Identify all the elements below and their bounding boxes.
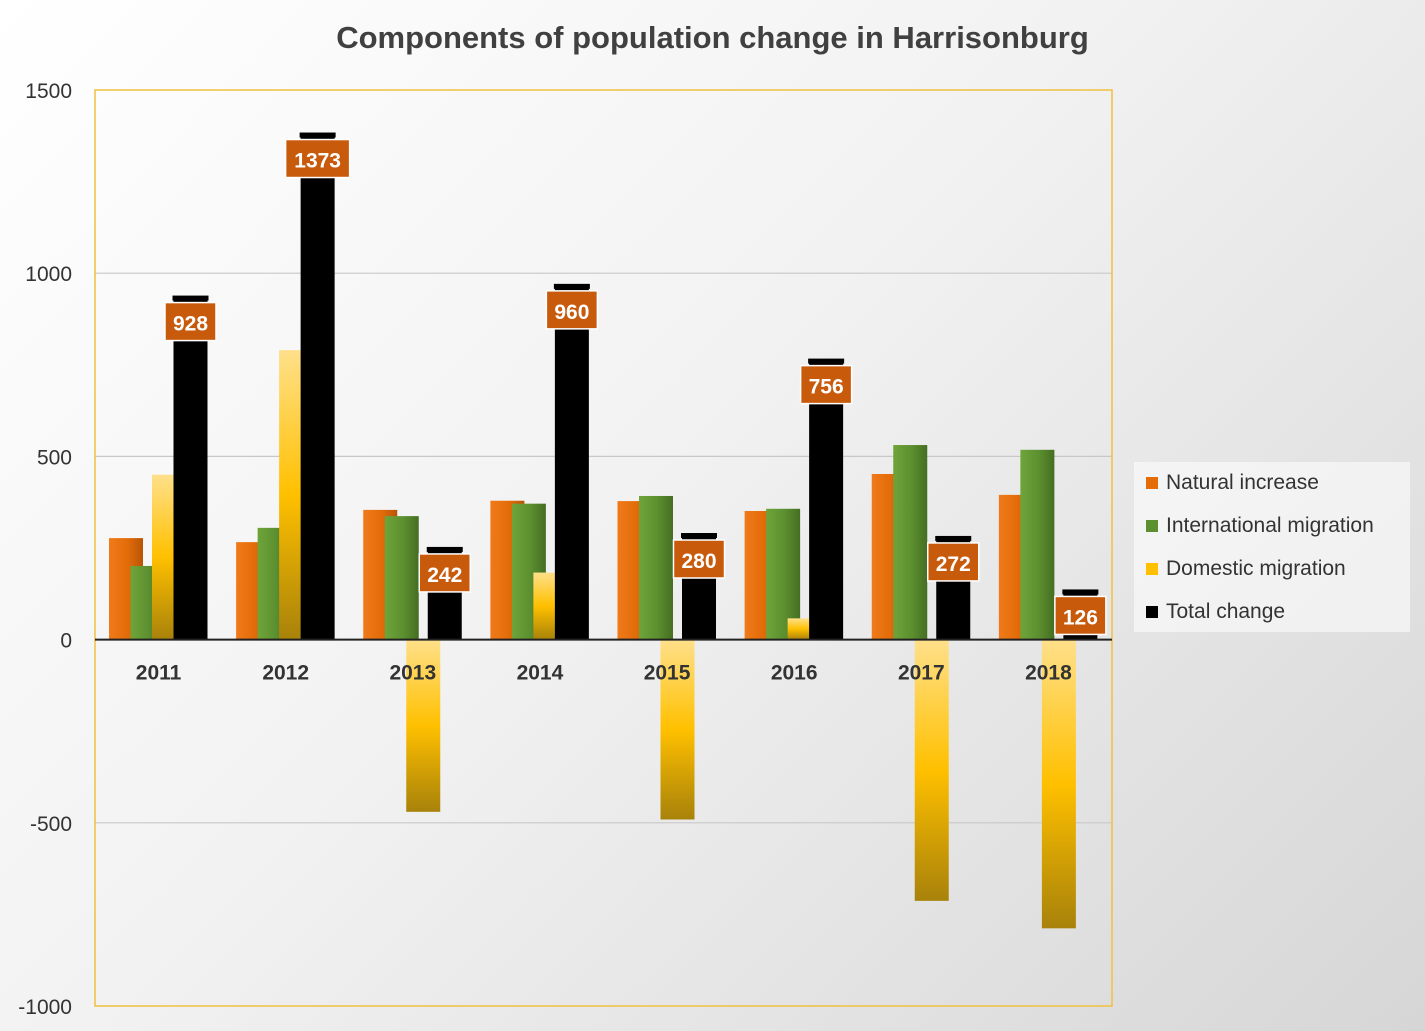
x-tick-label: 2016 (771, 662, 818, 685)
bar-international-migration (384, 516, 419, 640)
data-label: 280 (681, 550, 716, 573)
bar-total-change (554, 287, 589, 640)
bar-domestic-migration (914, 639, 949, 901)
data-label: 756 (809, 376, 844, 399)
bar-international-migration (639, 495, 673, 640)
legend-item-domestic-migration: Domestic migration (1146, 555, 1346, 583)
legend-swatch (1146, 563, 1158, 575)
data-label-box (927, 542, 980, 582)
bar-cap (681, 533, 717, 539)
bar-total-change (173, 299, 208, 640)
data-label: 1373 (294, 150, 341, 173)
legend-label: Natural increase (1166, 471, 1319, 494)
bar-international-migration (893, 445, 928, 640)
x-tick-label: 2011 (136, 662, 182, 685)
legend-item-total-change: Total change (1146, 598, 1285, 626)
bar-international-migration (1020, 449, 1055, 640)
bar-total-change (809, 362, 844, 640)
data-labels: 928 1373 242 960 280 756 272 126 (164, 138, 1107, 636)
y-tick-label: 500 (37, 446, 72, 469)
data-label: 928 (173, 313, 208, 336)
y-tick-label: 1000 (25, 263, 72, 286)
data-label: 242 (427, 564, 462, 587)
data-label-box (418, 553, 471, 593)
bar-cap (172, 295, 209, 301)
bar-international-migration (766, 508, 801, 640)
bar-domestic-migration (1041, 639, 1076, 929)
legend-swatch (1146, 477, 1158, 489)
data-label: 126 (1063, 606, 1098, 629)
y-tick-label: -1000 (18, 996, 72, 1019)
data-label-box (799, 364, 853, 405)
data-label-box (284, 138, 351, 179)
data-label: 960 (554, 301, 589, 324)
bar-cap (553, 283, 590, 289)
bar-cap (299, 132, 336, 138)
x-tick-label: 2017 (898, 662, 945, 685)
x-tick-label: 2018 (1025, 662, 1072, 685)
chart-title: Components of population change in Harri… (336, 20, 1089, 55)
bars (109, 132, 1099, 929)
bar-cap (935, 535, 972, 541)
data-label-box (672, 539, 726, 579)
legend-swatch (1146, 520, 1158, 532)
bar-cap (426, 546, 463, 552)
axes: -1000 -500 0 500 1000 1500 2011 2012 2013 2014 201… (18, 80, 1112, 1019)
data-label-box (545, 290, 599, 330)
x-tick-label: 2013 (389, 662, 436, 685)
bar-total-change (300, 136, 335, 640)
y-tick-label: 1500 (25, 80, 72, 103)
data-label-box (1054, 595, 1107, 636)
y-tick-label: -500 (30, 813, 72, 836)
legend-label: International migration (1166, 514, 1374, 537)
bar-cap (1062, 589, 1099, 595)
y-tick-label: 0 (60, 630, 72, 653)
bar-domestic-migration (406, 639, 441, 812)
x-tick-label: 2012 (262, 662, 309, 685)
legend-item-international-migration: International migration (1146, 512, 1374, 540)
legend-swatch (1146, 606, 1158, 618)
data-label-box (164, 301, 217, 342)
bar-cap (808, 358, 845, 364)
bar-domestic-migration (660, 639, 695, 820)
legend-item-natural-increase: Natural increase (1146, 469, 1319, 497)
legend-label: Total change (1166, 600, 1286, 623)
legend: Natural increase International migration… (1134, 462, 1410, 632)
data-label: 272 (936, 553, 971, 576)
legend-label: Domestic migration (1166, 557, 1346, 580)
plot-area-border (94, 89, 1113, 1007)
x-tick-label: 2014 (517, 662, 564, 685)
x-tick-label: 2015 (644, 662, 691, 685)
